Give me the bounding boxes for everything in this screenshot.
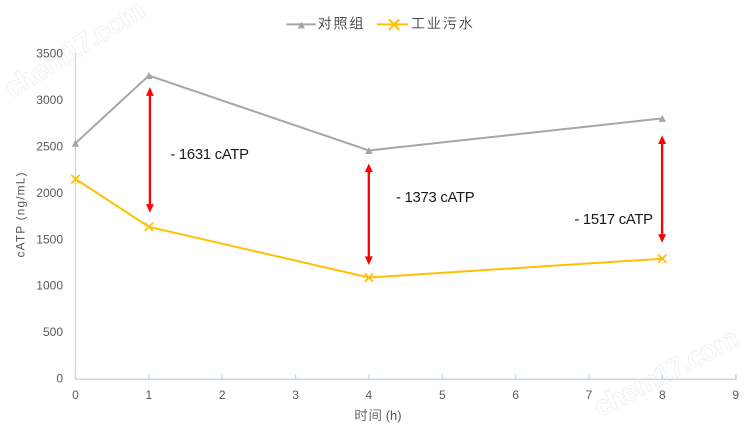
svg-text:2: 2 (219, 388, 226, 402)
svg-text:9: 9 (732, 388, 739, 402)
svg-text:- 1631 cATP: - 1631 cATP (170, 147, 249, 163)
svg-text:4: 4 (366, 388, 373, 402)
svg-text:1: 1 (146, 388, 153, 402)
svg-text:2000: 2000 (36, 186, 63, 200)
svg-text:6: 6 (512, 388, 519, 402)
svg-text:7: 7 (586, 388, 593, 402)
svg-text:3: 3 (292, 388, 299, 402)
svg-text:- 1517 cATP: - 1517 cATP (574, 212, 653, 228)
svg-text:500: 500 (43, 325, 63, 339)
svg-text:1500: 1500 (36, 232, 63, 246)
svg-text:8: 8 (659, 388, 666, 402)
svg-text:0: 0 (72, 388, 79, 402)
svg-text:5: 5 (439, 388, 446, 402)
svg-text:2500: 2500 (36, 140, 63, 154)
svg-text:0: 0 (56, 372, 63, 386)
svg-text:3000: 3000 (36, 93, 63, 107)
svg-text:3500: 3500 (36, 47, 63, 61)
svg-text:- 1373 cATP: - 1373 cATP (396, 190, 475, 206)
svg-text:(h): (h) (386, 408, 402, 423)
svg-text:cATP (ng/mL): cATP (ng/mL) (14, 171, 28, 257)
svg-text:1000: 1000 (36, 279, 63, 293)
